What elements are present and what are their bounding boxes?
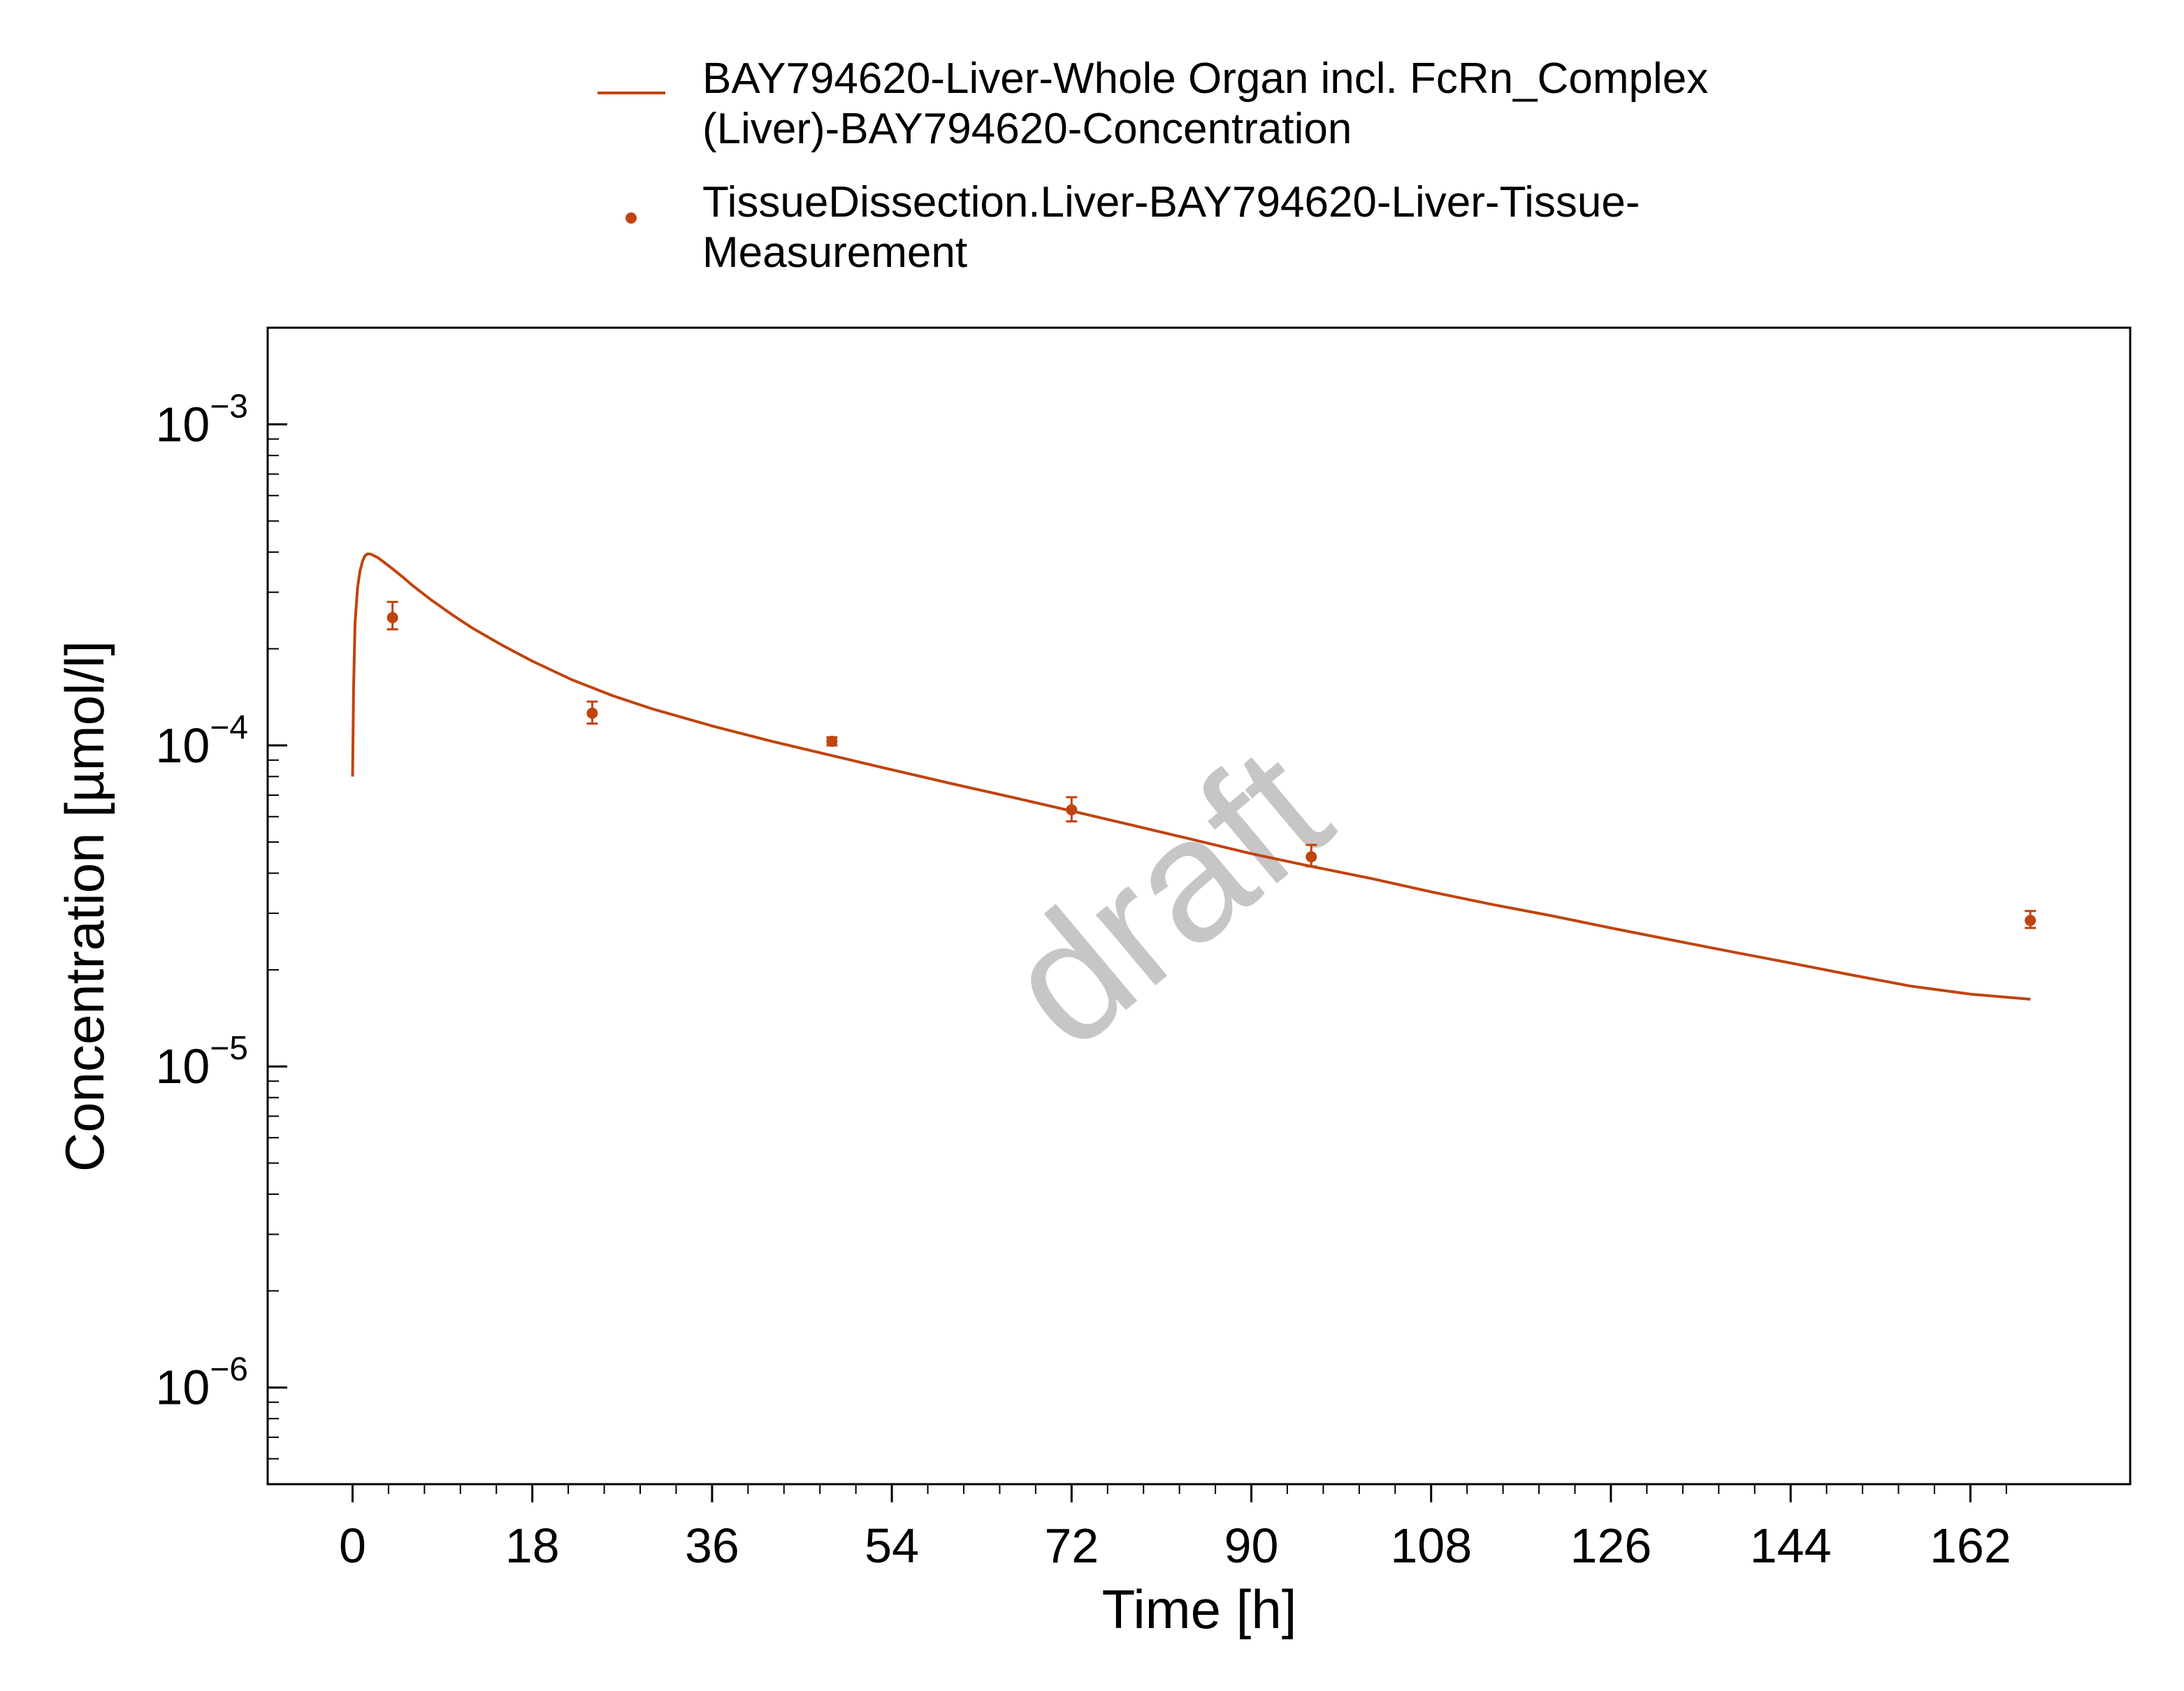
x-axis-title: Time [h]	[1102, 1578, 1297, 1640]
legend-marker-label-1: TissueDissection.Liver-BAY794620-Liver-T…	[702, 178, 1640, 226]
draft-watermark: draft	[970, 710, 1364, 1084]
y-tick-label: 10−6	[155, 1351, 248, 1415]
x-tick-label: 54	[865, 1518, 919, 1573]
x-tick-label: 162	[1930, 1518, 2011, 1573]
measurement-point	[386, 611, 398, 623]
measurement-point	[826, 735, 838, 747]
measurement-point	[1066, 804, 1078, 815]
y-axis: 10−3 10−4 10−5 10−6	[155, 327, 287, 1485]
x-tick-label: 18	[505, 1518, 560, 1573]
series-layer	[351, 552, 2037, 1001]
legend-marker-swatch	[625, 212, 637, 224]
measurement-point	[586, 707, 598, 719]
x-tick-label: 108	[1390, 1518, 1472, 1573]
measurement-point	[1306, 851, 1317, 863]
x-tick-label: 72	[1044, 1518, 1099, 1573]
measurement-point	[2025, 915, 2037, 927]
x-tick-label: 0	[339, 1518, 366, 1573]
x-axis: 0 18 36 54 72 90 108 126 144 162	[339, 1484, 2011, 1573]
y-axis-title: Concentration [µmol/l]	[54, 641, 115, 1172]
x-tick-label: 126	[1570, 1518, 1652, 1573]
y-tick-label: 10−5	[155, 1030, 248, 1094]
legend-marker-label-2: Measurement	[702, 228, 967, 277]
legend: BAY794620-Liver-Whole Organ incl. FcRn_C…	[598, 55, 1708, 277]
x-tick-label: 36	[685, 1518, 739, 1573]
y-tick-label: 10−3	[155, 388, 248, 451]
x-tick-label: 90	[1224, 1518, 1279, 1573]
simulation-curve	[351, 552, 2031, 1001]
legend-line-label-1: BAY794620-Liver-Whole Organ incl. FcRn_C…	[702, 55, 1708, 103]
x-tick-label: 144	[1750, 1518, 1832, 1573]
plot-area	[266, 326, 2132, 1486]
y-tick-label: 10−4	[155, 709, 248, 773]
legend-line-label-2: (Liver)-BAY794620-Concentration	[702, 105, 1352, 153]
